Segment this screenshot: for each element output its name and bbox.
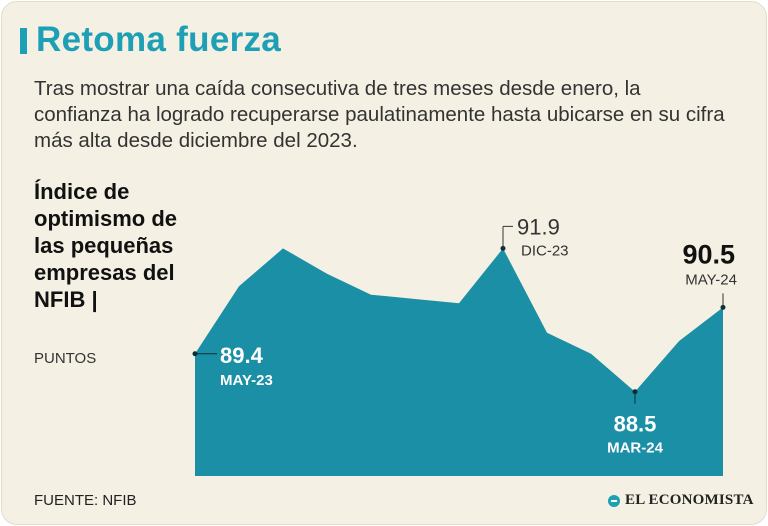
- brand-icon: [608, 494, 620, 507]
- data-label-value-may-24: 90.5: [682, 239, 735, 269]
- brand-logo: EL ECONOMISTA: [608, 492, 754, 509]
- title-accent-bar: [20, 28, 27, 54]
- data-label-value-mar-24: 88.5: [614, 412, 657, 437]
- area-series: [195, 248, 723, 476]
- chart-unit: PUNTOS: [34, 350, 97, 367]
- data-label-date-dic-23: DIC-23: [521, 242, 569, 259]
- page-title: Retoma fuerza: [36, 20, 282, 59]
- page-subtitle: Tras mostrar una caída consecutiva de tr…: [34, 77, 725, 152]
- chart-title: Índice de optimismo de las pequeñas empr…: [34, 179, 178, 312]
- brand-name: EL ECONOMISTA: [625, 492, 754, 508]
- data-label-value-dic-23: 91.9: [517, 214, 560, 239]
- data-label-date-may-24: MAY-24: [685, 271, 737, 288]
- data-label-date-may-23: MAY-23: [220, 372, 273, 389]
- data-label-date-mar-24: MAR-24: [607, 440, 663, 457]
- source-note: FUENTE: NFIB: [34, 492, 137, 509]
- data-label-value-may-23: 89.4: [220, 343, 264, 368]
